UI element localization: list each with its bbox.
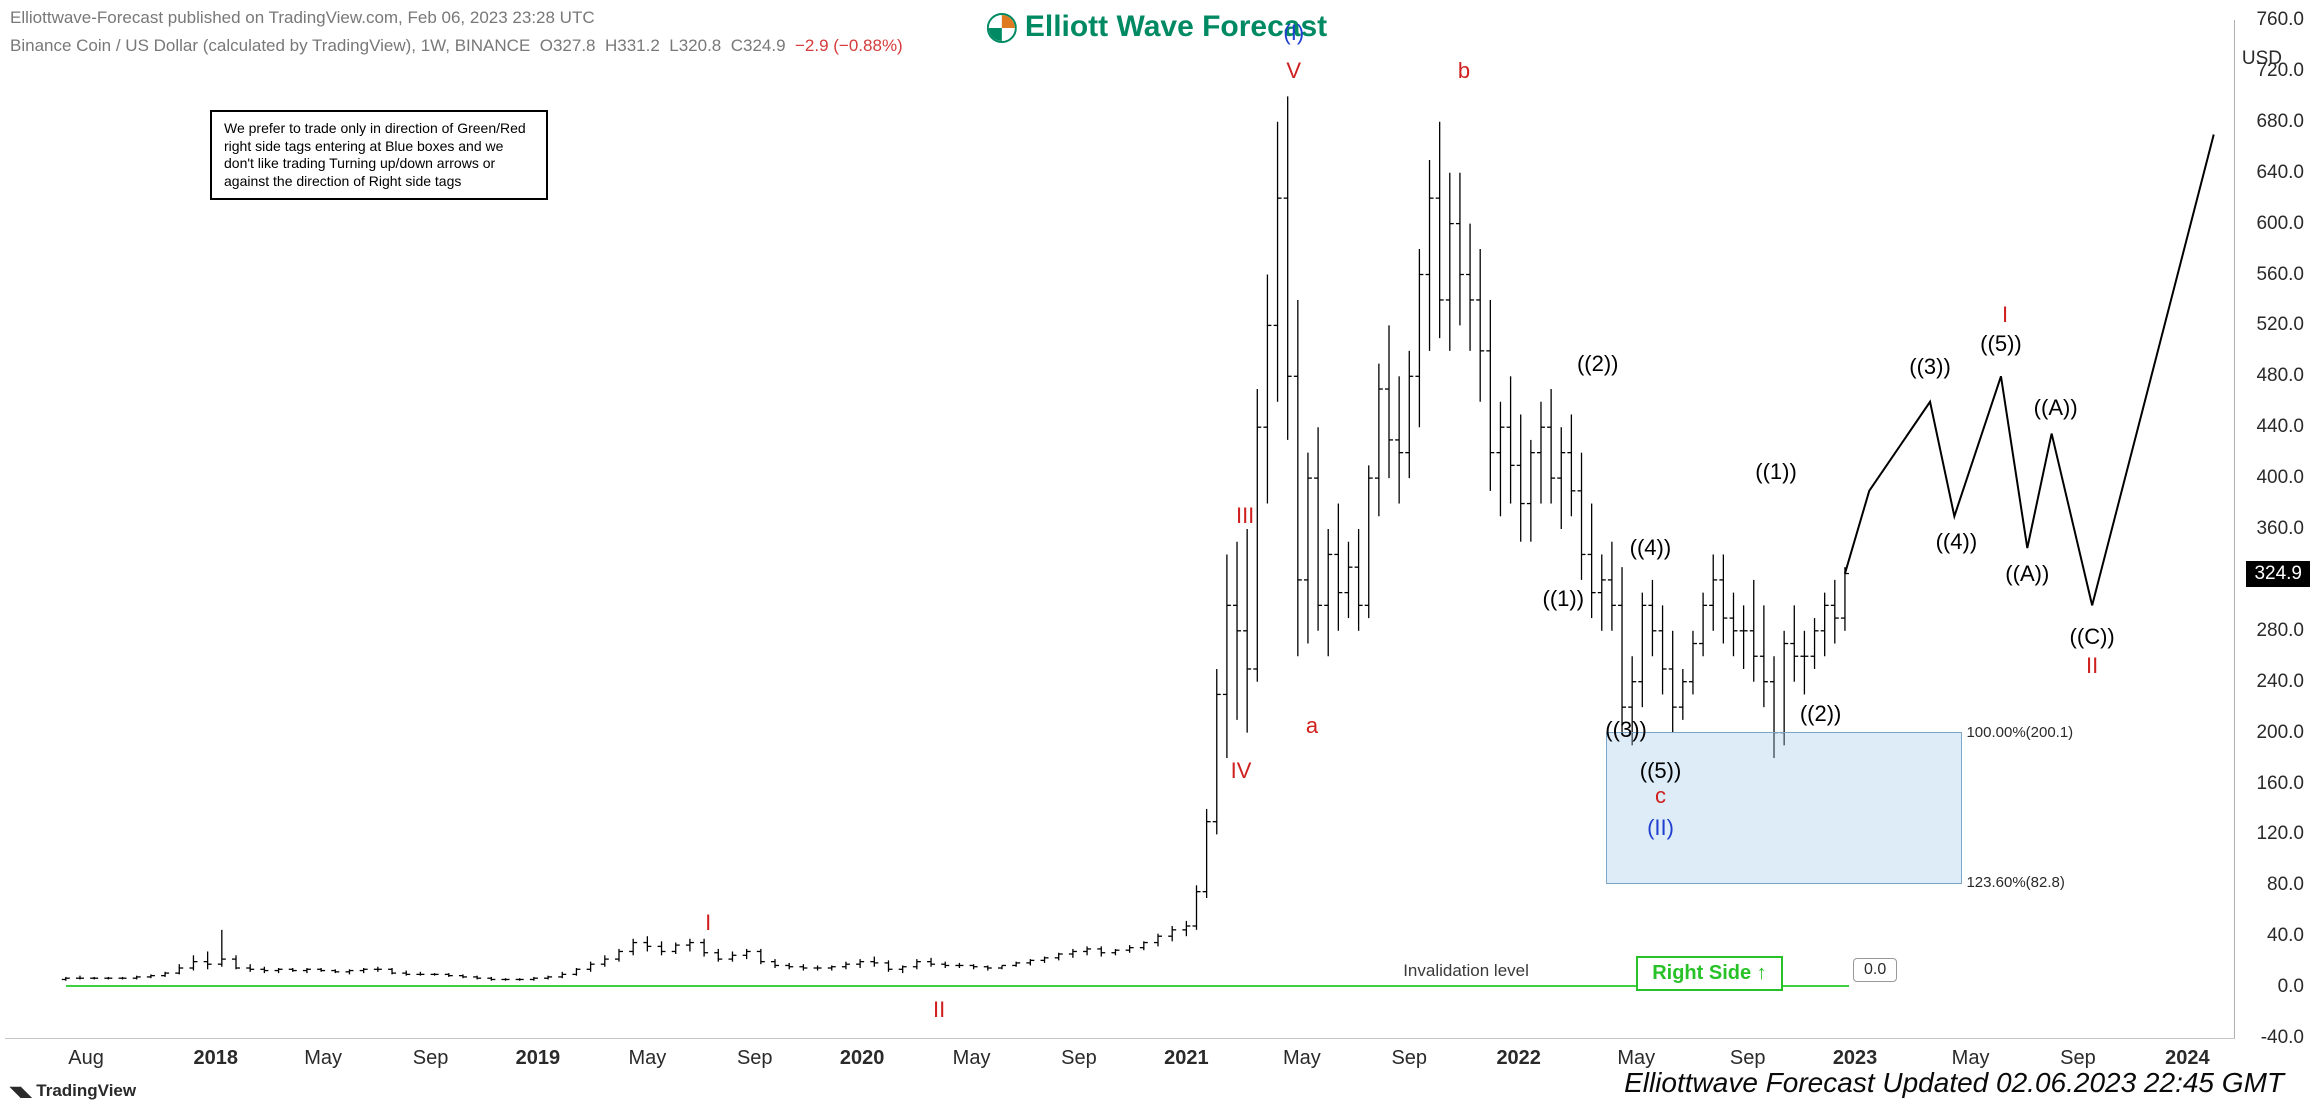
x-tick: May — [304, 1047, 342, 1070]
zero-tag: 0.0 — [1853, 958, 1897, 982]
y-tick: 240.0 — [2256, 671, 2304, 693]
x-tick: Sep — [737, 1047, 773, 1070]
wave-label: I — [2002, 302, 2008, 328]
y-tick: 0.0 — [2278, 976, 2304, 998]
x-tick: May — [1283, 1047, 1321, 1070]
wave-label: ((1)) — [1755, 459, 1797, 485]
fib-label-bottom: 123.60%(82.8) — [1966, 874, 2064, 891]
y-tick: 200.0 — [2256, 722, 2304, 744]
x-tick: 2019 — [516, 1047, 561, 1070]
right-side-tag: Right Side ↑ — [1636, 956, 1782, 991]
footer-timestamp: Elliottwave Forecast Updated 02.06.2023 … — [1624, 1067, 2284, 1099]
wave-label: I — [705, 910, 711, 936]
wave-label: ((A)) — [2034, 395, 2078, 421]
x-tick: May — [628, 1047, 666, 1070]
y-tick: 280.0 — [2256, 620, 2304, 642]
wave-label: (I) — [1283, 20, 1304, 46]
y-tick: -40.0 — [2261, 1027, 2304, 1049]
wave-label: ((2)) — [1577, 351, 1619, 377]
wave-label: V — [1286, 58, 1301, 84]
invalidation-line — [66, 985, 1849, 987]
wave-label: ((C)) — [2070, 624, 2115, 650]
x-tick: May — [953, 1047, 991, 1070]
y-tick: 80.0 — [2267, 874, 2304, 896]
y-tick: 400.0 — [2256, 467, 2304, 489]
wave-label: III — [1236, 503, 1254, 529]
wave-label: ((4)) — [1630, 535, 1672, 561]
y-tick: 560.0 — [2256, 264, 2304, 286]
trading-note-box: We prefer to trade only in direction of … — [210, 110, 548, 200]
x-tick: 2018 — [193, 1047, 238, 1070]
wave-label: II — [933, 997, 945, 1023]
wave-label: b — [1458, 58, 1470, 84]
wave-label: ((3)) — [1909, 354, 1951, 380]
wave-label: ((4)) — [1936, 529, 1978, 555]
tradingview-watermark: ◥◣ TradingView — [10, 1081, 136, 1101]
y-tick: 160.0 — [2256, 773, 2304, 795]
y-tick: 760.0 — [2256, 9, 2304, 31]
y-tick: 120.0 — [2256, 823, 2304, 845]
y-tick: 40.0 — [2267, 925, 2304, 947]
x-tick: Sep — [1391, 1047, 1427, 1070]
y-tick: 720.0 — [2256, 60, 2304, 82]
fib-label-top: 100.00%(200.1) — [1966, 724, 2073, 741]
x-tick: 2020 — [840, 1047, 885, 1070]
wave-label: IV — [1231, 758, 1252, 784]
invalidation-label: Invalidation level — [1403, 961, 1529, 981]
x-tick: 2021 — [1164, 1047, 1209, 1070]
wave-label: (II) — [1647, 815, 1674, 841]
y-axis: USD -40.00.040.080.0120.0160.0200.0240.0… — [2239, 20, 2314, 1038]
y-tick: 680.0 — [2256, 111, 2304, 133]
x-tick: Sep — [1061, 1047, 1097, 1070]
y-tick: 600.0 — [2256, 213, 2304, 235]
x-tick: Sep — [413, 1047, 449, 1070]
wave-label: ((A)) — [2005, 561, 2049, 587]
y-tick: 440.0 — [2256, 416, 2304, 438]
wave-label: c — [1655, 783, 1666, 809]
y-tick: 640.0 — [2256, 162, 2304, 184]
x-tick: Aug — [68, 1047, 104, 1070]
y-tick: 480.0 — [2256, 365, 2304, 387]
wave-label: II — [2086, 653, 2098, 679]
current-price-tag: 324.9 — [2246, 561, 2310, 587]
wave-label: ((5)) — [1640, 758, 1682, 784]
wave-label: ((2)) — [1800, 701, 1842, 727]
wave-label: ((1)) — [1542, 586, 1584, 612]
y-tick: 520.0 — [2256, 314, 2304, 336]
y-tick: 360.0 — [2256, 518, 2304, 540]
wave-label: ((3)) — [1605, 717, 1647, 743]
wave-label: a — [1306, 713, 1318, 739]
wave-label: ((5)) — [1980, 331, 2022, 357]
x-tick: 2022 — [1496, 1047, 1541, 1070]
